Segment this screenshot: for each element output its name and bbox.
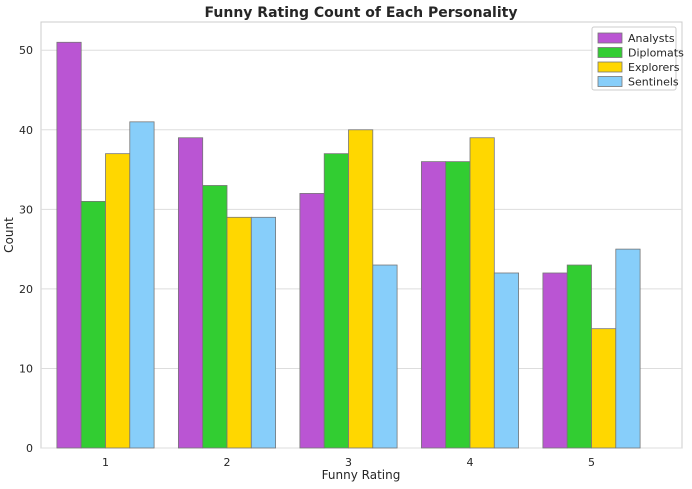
bar-analysts-5 bbox=[542, 272, 568, 449]
x-tick-label: 1 bbox=[102, 456, 109, 469]
y-tick-labels: 0 10 20 30 40 50 bbox=[19, 44, 33, 455]
y-tick-label: 0 bbox=[26, 442, 33, 455]
bar-diplomats-4 bbox=[445, 161, 471, 449]
y-tick-label: 20 bbox=[19, 283, 33, 296]
legend-label-sentinels: Sentinels bbox=[628, 76, 679, 89]
bar-explorers-4 bbox=[469, 137, 495, 449]
bar-explorers-2 bbox=[226, 216, 252, 449]
bar-explorers-3 bbox=[348, 129, 374, 449]
bar-sentinels-5 bbox=[615, 248, 641, 449]
legend-swatch-sentinels bbox=[597, 76, 623, 87]
bar-analysts-3 bbox=[299, 193, 325, 449]
y-tick-label: 10 bbox=[19, 362, 33, 375]
x-tick-labels: 1 2 3 4 5 bbox=[102, 456, 595, 469]
legend-swatch-analysts bbox=[597, 32, 623, 44]
chart-title: Funny Rating Count of Each Personality bbox=[205, 5, 518, 21]
bars bbox=[56, 41, 641, 449]
x-tick-label: 3 bbox=[345, 456, 352, 469]
bar-diplomats-5 bbox=[566, 264, 592, 449]
bar-diplomats-3 bbox=[323, 153, 349, 449]
y-axis-title: Count bbox=[2, 217, 16, 253]
bar-sentinels-1 bbox=[129, 121, 155, 449]
bar-diplomats-2 bbox=[202, 185, 228, 449]
bar-sentinels-3 bbox=[372, 264, 398, 449]
y-tick-label: 50 bbox=[19, 44, 33, 57]
bar-analysts-2 bbox=[177, 137, 204, 449]
legend-label-diplomats: Diplomats bbox=[628, 47, 684, 60]
y-tick-label: 40 bbox=[19, 124, 33, 137]
legend-swatch-diplomats bbox=[597, 47, 623, 58]
x-axis-title: Funny Rating bbox=[322, 468, 401, 482]
bar-analysts-4 bbox=[420, 161, 447, 449]
x-tick-label: 4 bbox=[467, 456, 474, 469]
x-tick-label: 2 bbox=[224, 456, 231, 469]
bar-explorers-5 bbox=[591, 328, 617, 449]
bar-analysts-1 bbox=[56, 41, 82, 449]
bar-explorers-1 bbox=[105, 153, 131, 449]
bar-sentinels-2 bbox=[250, 216, 277, 449]
legend-label-analysts: Analysts bbox=[628, 32, 675, 45]
y-tick-label: 30 bbox=[19, 203, 33, 216]
bar-diplomats-1 bbox=[80, 200, 106, 449]
x-tick-label: 5 bbox=[588, 456, 595, 469]
bar-sentinels-4 bbox=[493, 272, 519, 449]
legend-swatch-explorers bbox=[597, 61, 623, 73]
legend-label-explorers: Explorers bbox=[628, 61, 680, 74]
